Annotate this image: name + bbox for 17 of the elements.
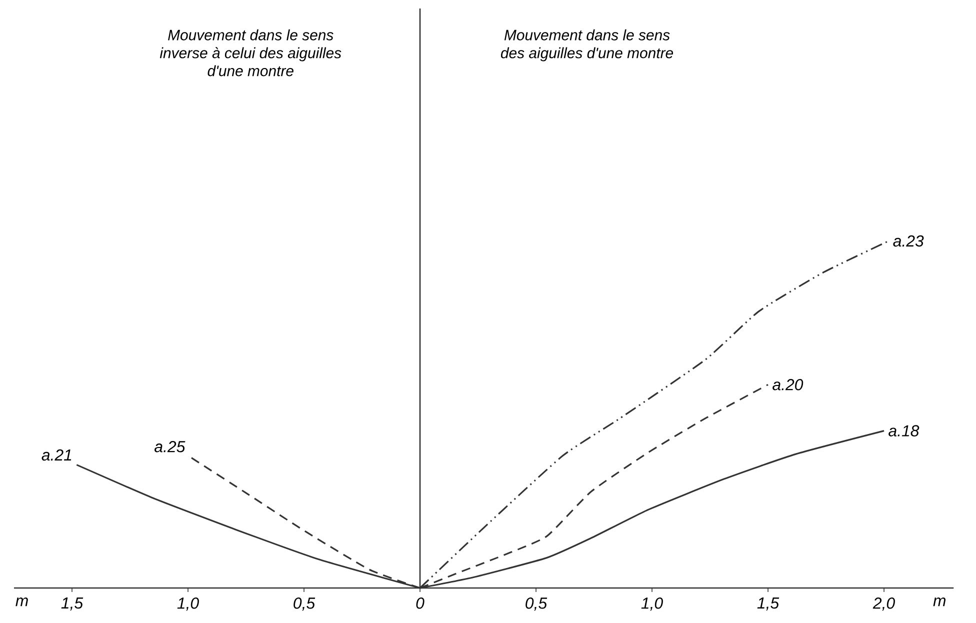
series-label: a.23 [893,235,924,247]
x-tick-label: 1,0 [177,598,199,611]
text: Mouvement dans le sens inverse à celui des aiguilles d'une montre [160,29,342,76]
x-tick-label: 2,0 [872,598,895,611]
text: Mouvement dans le sens des aiguilles d'une montre [500,29,674,62]
series-label: a.18 [888,425,920,436]
x-tick-label: 0 [416,598,424,609]
series-label: a.20 [772,379,804,390]
series-label: a.25 [154,441,186,452]
x-tick-label: 1,5 [757,598,780,611]
x-tick-label: 1,0 [641,598,663,611]
series-label: a.21 [42,449,72,461]
x-tick-label: 1,5 [61,598,84,611]
x-tick-label: 0,5 [526,598,548,611]
x-axis-title: m [933,598,946,606]
x-tick-label: 0,5 [294,598,316,611]
text: m [16,598,28,606]
